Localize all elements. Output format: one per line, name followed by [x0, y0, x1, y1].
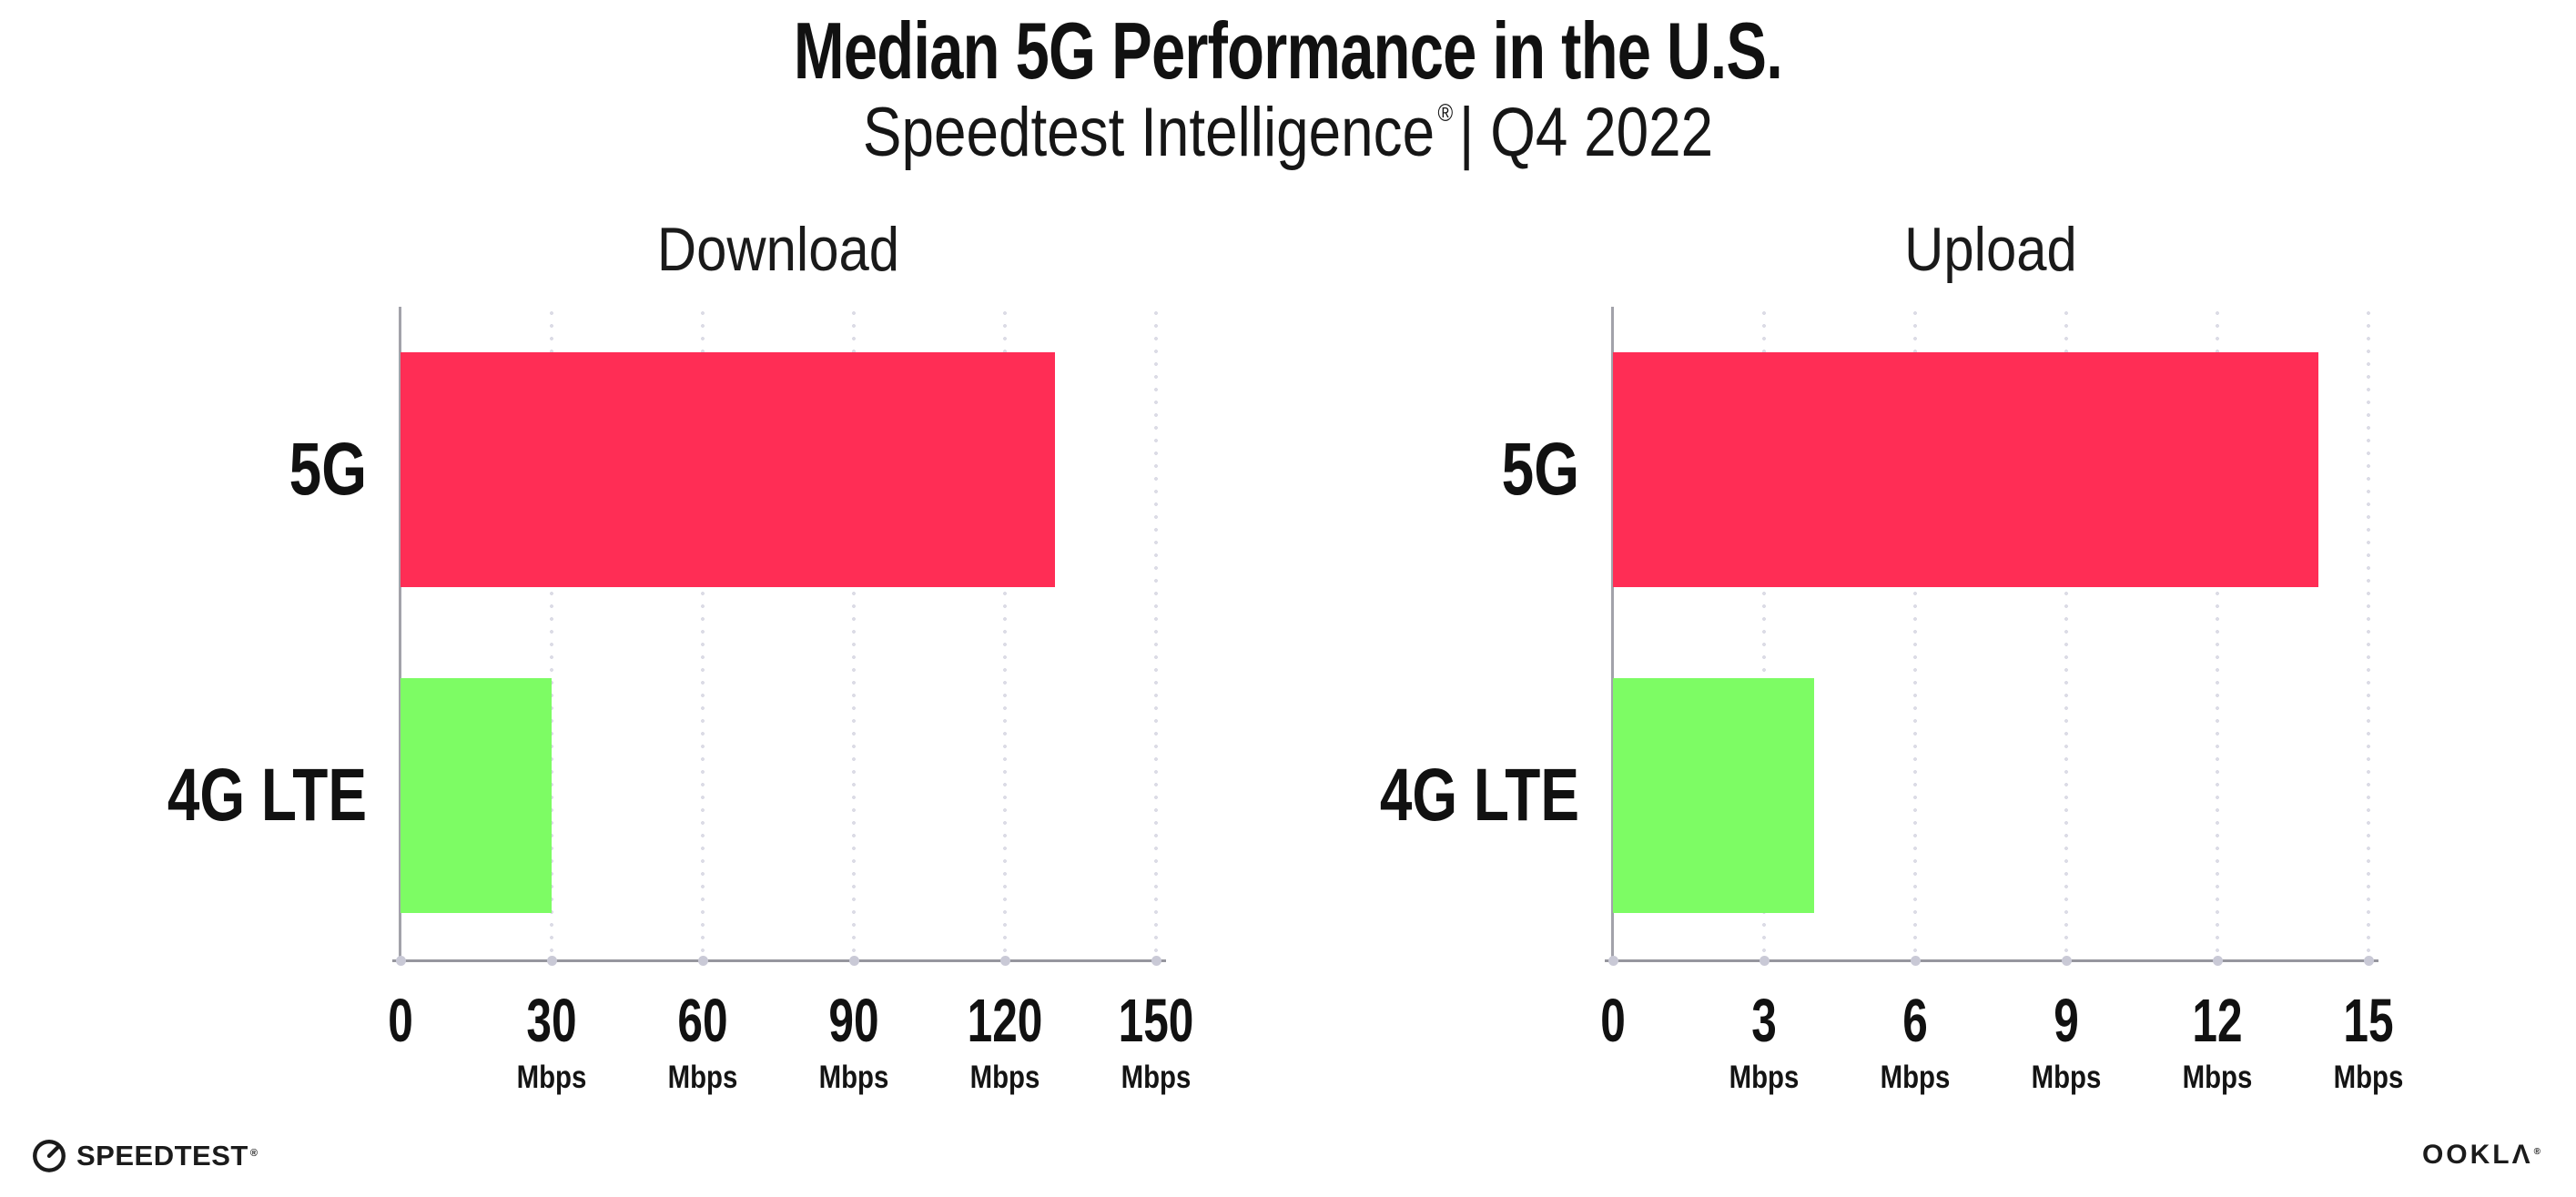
page-title: Median 5G Performance in the U.S.	[793, 5, 1783, 96]
bar-5g	[401, 352, 1056, 587]
axis-tick-dot-90	[849, 956, 859, 966]
category-label-4g-lte: 4G LTE	[167, 754, 367, 837]
download-chart: 5G 4G LTE 0 30 Mbps 60 Mbps 90 Mbps 120 Mbps 150 Mbp…	[167, 307, 1193, 1093]
registered-mark: ®	[1437, 99, 1454, 127]
ookla-reg-mark: ®	[2533, 1147, 2543, 1157]
axis-tick-dot-12	[2213, 956, 2223, 966]
bar-4g-lte	[401, 678, 552, 913]
axis-tick-dot-0	[396, 956, 406, 966]
axis-tick-dot-9	[2062, 956, 2072, 966]
x-tick-label-12: 12	[2192, 987, 2243, 1055]
speedtest-wordmark-text: SPEEDTEST	[76, 1139, 248, 1172]
x-tick-label-3: 3	[1751, 987, 1777, 1055]
gridline-12	[2216, 310, 2219, 959]
x-tick-label-0: 0	[388, 987, 413, 1055]
download-chart-title: Download	[656, 215, 900, 284]
axis-tick-dot-60	[698, 956, 708, 966]
speedtest-reg-mark: ®	[249, 1147, 259, 1159]
x-tick-label-9: 9	[2054, 987, 2079, 1055]
subtitle-brand: Speedtest Intelligence	[862, 94, 1435, 171]
x-tick-unit-90: Mbps	[818, 1060, 889, 1095]
x-tick-label-60: 60	[677, 987, 728, 1055]
x-tick-unit-12: Mbps	[2182, 1060, 2253, 1095]
x-tick-unit-9: Mbps	[2031, 1060, 2102, 1095]
upload-chart: 5G 4G LTE 0 3 Mbps 6 Mbps 9 Mbps 12 Mbps 15 Mbps	[1380, 307, 2403, 1093]
gridline-9	[2064, 310, 2068, 959]
x-axis-line	[392, 959, 1166, 962]
gridline-6	[1913, 310, 1917, 959]
x-tick-unit-15: Mbps	[2333, 1060, 2404, 1095]
y-axis-line	[1611, 307, 1614, 961]
gridline-30	[550, 310, 553, 959]
x-tick-label-0: 0	[1600, 987, 1626, 1055]
speedtest-gauge-icon	[30, 1136, 68, 1174]
axis-tick-dot-150	[1151, 956, 1161, 966]
x-tick-label-6: 6	[1902, 987, 1928, 1055]
axis-tick-dot-3	[1760, 956, 1770, 966]
page-subtitle: Speedtest Intelligence ®| Q4 2022	[206, 95, 2369, 171]
x-tick-label-15: 15	[2343, 987, 2394, 1055]
category-label-5g: 5G	[289, 428, 367, 511]
ookla-logo: OOKLΛ®	[2422, 1141, 2543, 1169]
speedtest-wordmark: SPEEDTEST ®	[76, 1141, 258, 1170]
subtitle-period: | Q4 2022	[1458, 94, 1714, 171]
axis-tick-dot-120	[1000, 956, 1010, 966]
x-axis-line	[1605, 959, 2378, 962]
x-tick-label-90: 90	[828, 987, 879, 1055]
x-tick-unit-3: Mbps	[1729, 1060, 1800, 1095]
bar-4g-lte	[1613, 678, 1815, 913]
x-tick-unit-30: Mbps	[516, 1060, 587, 1095]
x-tick-unit-120: Mbps	[969, 1060, 1040, 1095]
speedtest-logo: SPEEDTEST ®	[30, 1136, 258, 1174]
bar-5g	[1613, 352, 2318, 587]
axis-tick-dot-30	[547, 956, 557, 966]
axis-tick-dot-0	[1608, 956, 1618, 966]
x-tick-unit-60: Mbps	[667, 1060, 738, 1095]
y-axis-line	[399, 307, 401, 961]
upload-chart-title: Upload	[1904, 215, 2077, 284]
category-label-5g: 5G	[1501, 428, 1579, 511]
gridline-150	[1154, 310, 1158, 959]
category-label-4g-lte: 4G LTE	[1379, 754, 1579, 837]
gridline-3	[1762, 310, 1766, 959]
ookla-wordmark-text: OOKLΛ	[2421, 1140, 2533, 1170]
axis-tick-dot-6	[1911, 956, 1921, 966]
x-tick-label-150: 150	[1118, 987, 1194, 1055]
gridline-15	[2367, 310, 2370, 959]
x-tick-unit-150: Mbps	[1121, 1060, 1192, 1095]
x-tick-unit-6: Mbps	[1880, 1060, 1951, 1095]
gridline-120	[1003, 310, 1007, 959]
axis-tick-dot-15	[2364, 956, 2374, 966]
gridline-90	[852, 310, 856, 959]
x-tick-label-30: 30	[526, 987, 577, 1055]
gridline-60	[701, 310, 705, 959]
x-tick-label-120: 120	[967, 987, 1043, 1055]
